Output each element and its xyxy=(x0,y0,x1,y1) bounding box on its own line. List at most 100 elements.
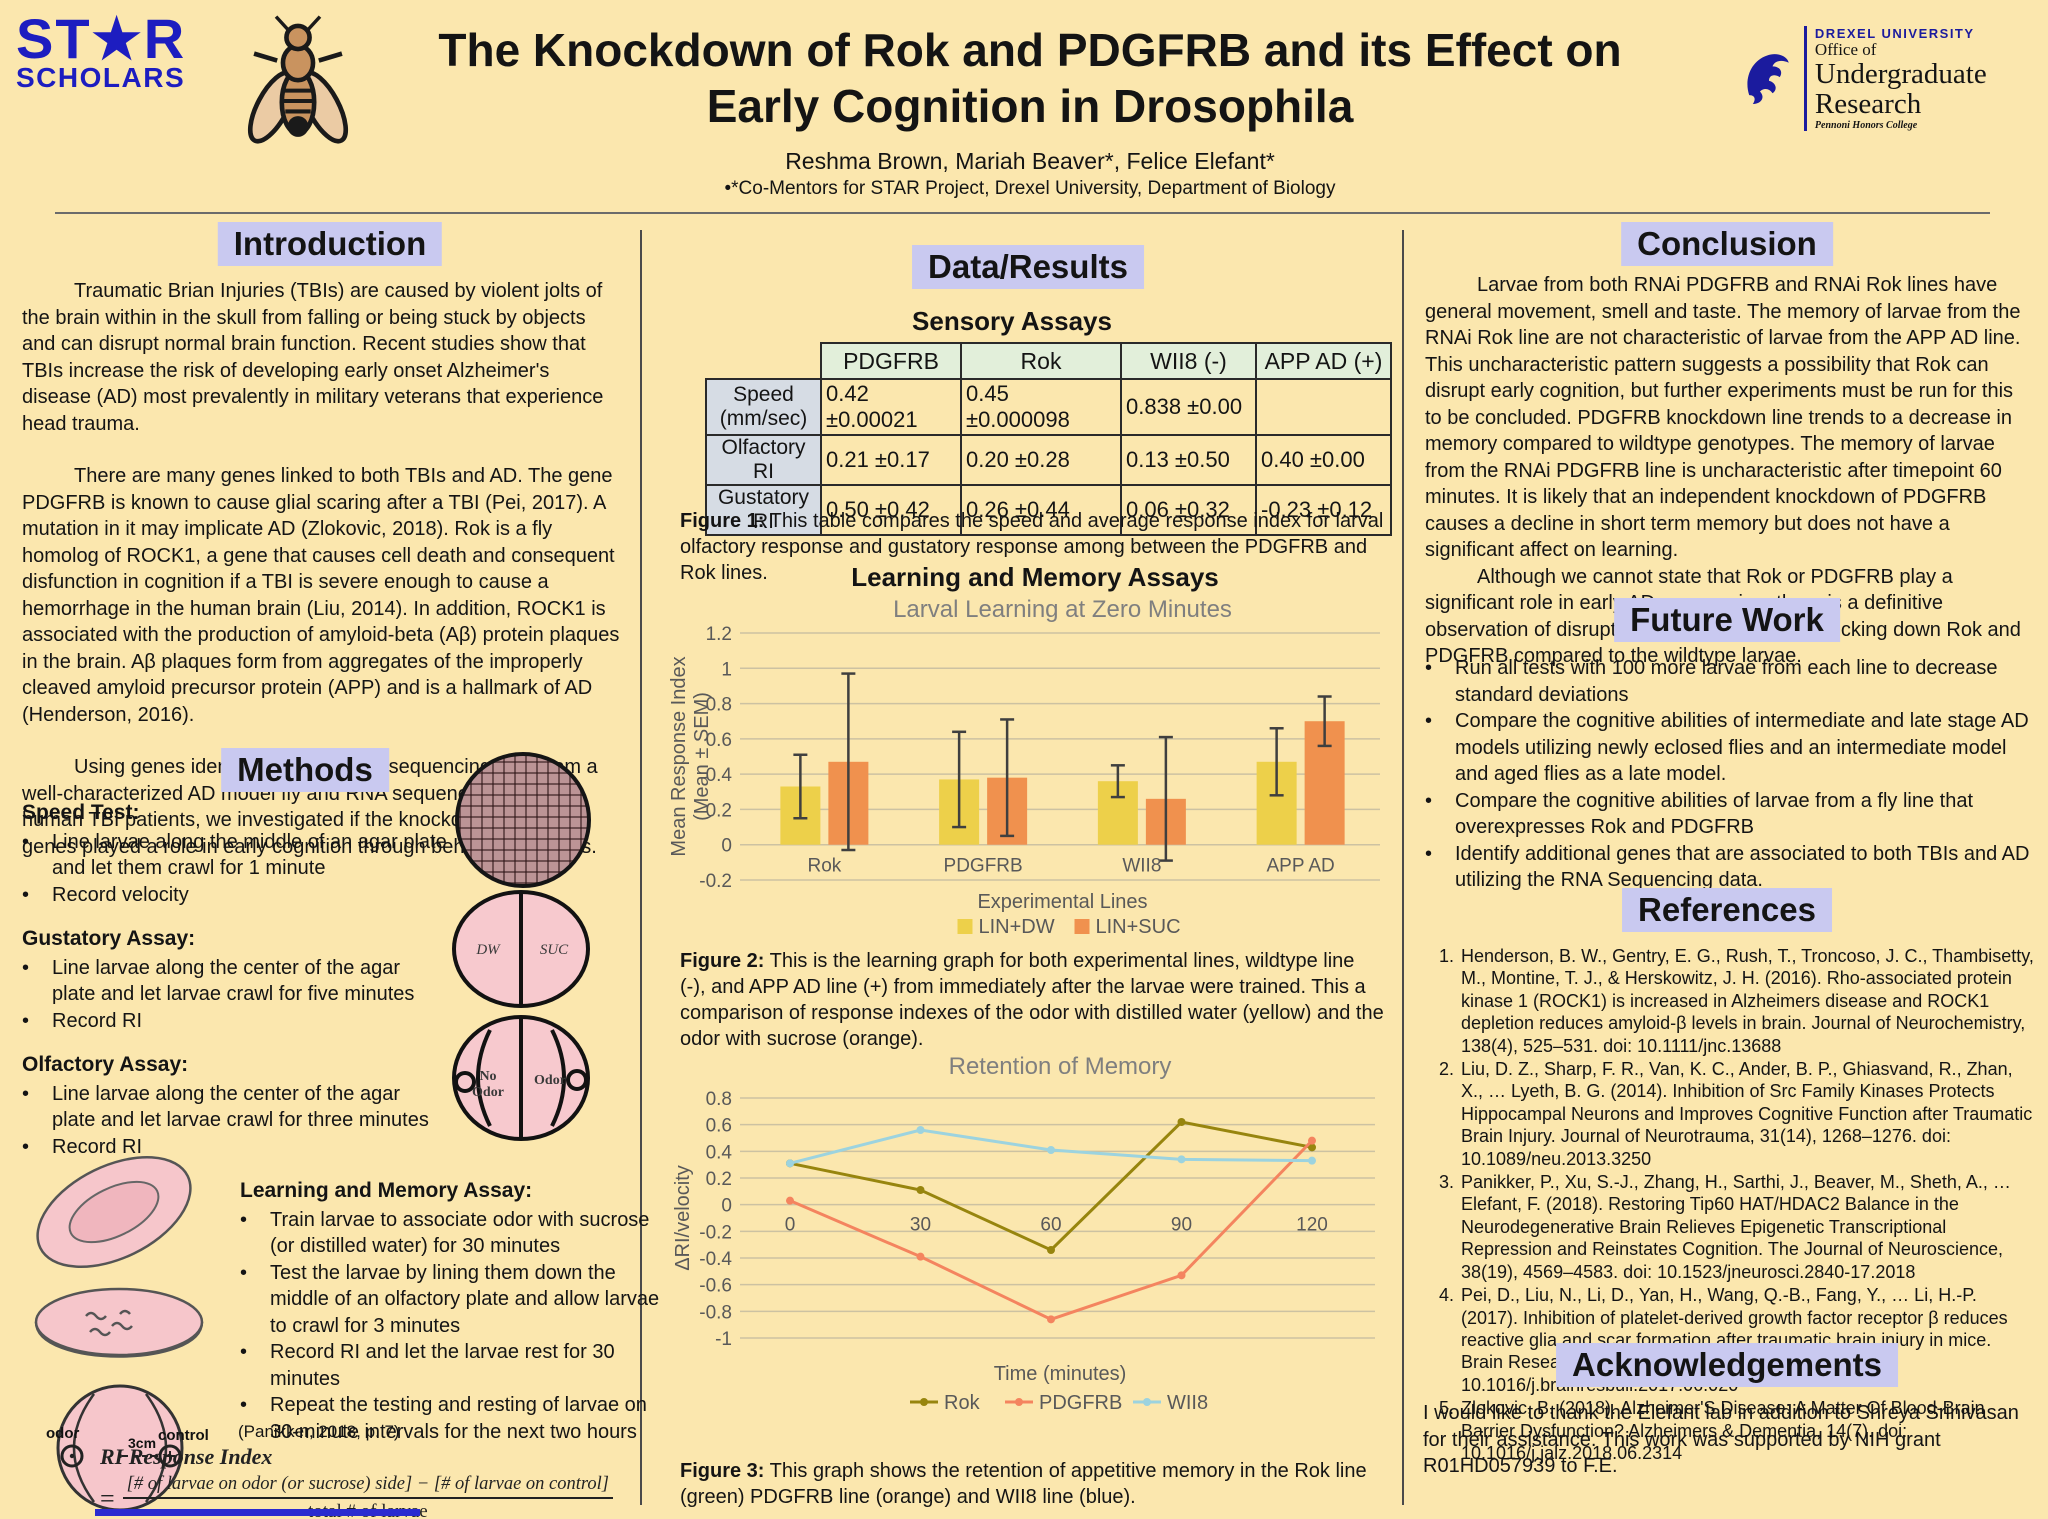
header-divider xyxy=(55,212,1990,214)
svg-text:1: 1 xyxy=(721,659,732,680)
introduction-p1: Traumatic Brian Injuries (TBIs) are caus… xyxy=(22,280,604,435)
agar-plate-grid-illustration xyxy=(455,752,591,888)
svg-text:-0.4: -0.4 xyxy=(699,1249,732,1270)
figure3-caption-label: Figure 3: xyxy=(680,1460,765,1482)
future-work-list: • Run all tests with 100 more larvae from… xyxy=(1425,655,2037,894)
formula-numerator: [# of larvae on odor (or sucrose) side] … xyxy=(122,1474,613,1499)
row-label-olfactory: Olfactory RI xyxy=(705,434,822,486)
cell-speed-rok: 0.45 ±0.000098 xyxy=(960,378,1122,436)
svg-text:1.2: 1.2 xyxy=(706,624,732,645)
svg-text:0.6: 0.6 xyxy=(706,1116,732,1137)
figure2-caption: Figure 2: This is the learning graph for… xyxy=(680,948,1385,1052)
legend-label-LIN+DW: LIN+DW xyxy=(979,916,1055,938)
figure3-caption-text: This graph shows the retention of appeti… xyxy=(680,1460,1367,1508)
authors: Reshma Brown, Mariah Beaver*, Felice Ele… xyxy=(785,148,1275,174)
poster-title-line1: The Knockdown of Rok and PDGFRB and its … xyxy=(438,24,1622,76)
acknowledgements-text: I would like to thank the Elefant lab in… xyxy=(1423,1400,2038,1480)
cell-olf-wii8: 0.13 ±0.50 xyxy=(1120,434,1257,486)
formula-equals: = xyxy=(100,1483,115,1513)
svg-text:-0.2: -0.2 xyxy=(699,1222,732,1243)
line-chart-title: Retention of Memory xyxy=(949,1053,1172,1080)
drexel-office-text: Office of xyxy=(1814,40,1877,59)
future-work-bullet-1: Run all tests with 100 more larvae from … xyxy=(1455,657,1998,706)
plate-label-suc: SUC xyxy=(540,942,569,958)
future-work-bullet-3: Compare the cognitive abilities of larva… xyxy=(1455,789,1974,839)
olfactory-bullet-2: Record RI xyxy=(52,1135,143,1158)
cell-gust-wii8: 0.06 ±0.32 xyxy=(1120,484,1257,536)
svg-text:0.2: 0.2 xyxy=(706,1169,732,1190)
table-row: Speed (mm/sec) 0.42 ±0.00021 0.45 ±0.000… xyxy=(705,378,1392,436)
gustatory-title: Gustatory Assay: xyxy=(22,927,196,950)
svg-text:Rok: Rok xyxy=(807,856,841,877)
gustatory-bullet-1: Line larvae along the center of the agar… xyxy=(52,956,415,1006)
plate-label-noodor-1: No xyxy=(479,1069,496,1084)
figure3-caption: Figure 3: This graph shows the retention… xyxy=(680,1458,1385,1510)
svg-text:-0.8: -0.8 xyxy=(699,1302,732,1323)
methods-heading: Methods xyxy=(221,748,389,792)
svg-text:APP AD: APP AD xyxy=(1266,856,1334,877)
cell-olf-appad: 0.40 ±0.00 xyxy=(1255,434,1392,486)
methods-text: Speed Test: • Line larvae along the middl… xyxy=(22,800,447,1160)
speed-bullet-2: Record velocity xyxy=(52,883,189,906)
svg-text:0.6: 0.6 xyxy=(706,730,732,751)
svg-text:0.2: 0.2 xyxy=(706,800,732,821)
plate-label-odor-lc: odor xyxy=(46,1425,79,1442)
plate-larvae-illustration xyxy=(34,1287,204,1358)
plate-label-odor: Odor xyxy=(534,1073,566,1088)
table-col-wii8: WII8 (-) xyxy=(1120,342,1257,380)
reference-3: Panikker, P., Xu, S.-J., Zhang, H., Sart… xyxy=(1459,1171,2037,1283)
cell-olf-rok: 0.20 ±0.28 xyxy=(960,434,1122,486)
poster-title: The Knockdown of Rok and PDGFRB and its … xyxy=(360,22,1700,134)
learning-assay-text: Learning and Memory Assay: • Train larvae… xyxy=(240,1178,660,1445)
svg-text:-1: -1 xyxy=(715,1329,732,1350)
conclusion-p1: Larvae from both RNAi PDGFRB and RNAi Ro… xyxy=(1425,274,2021,561)
figure2-caption-label: Figure 2: xyxy=(680,950,765,972)
cell-speed-pdgfrb: 0.42 ±0.00021 xyxy=(820,378,962,436)
plate-label-dw: DW xyxy=(475,942,501,958)
drexel-college-text: Pennoni Honors College xyxy=(1814,119,1918,131)
column-divider-left xyxy=(640,230,642,1505)
future-work-bullet-2: Compare the cognitive abilities of inter… xyxy=(1455,710,2029,785)
cell-gust-appad: -0.23 ±0.12 xyxy=(1255,484,1392,536)
reference-1: Henderson, B. W., Gentry, E. G., Rush, T… xyxy=(1459,945,2037,1057)
bar-chart-ylabel: Mean Response Index(Mean ± SEM) xyxy=(668,656,713,856)
svg-text:-0.2: -0.2 xyxy=(699,871,732,892)
legend-swatch-LIN+DW xyxy=(957,919,973,934)
learning-memory-assays-title: Learning and Memory Assays xyxy=(851,562,1219,592)
svg-text:0.4: 0.4 xyxy=(706,765,733,786)
introduction-text: Traumatic Brian Injuries (TBIs) are caus… xyxy=(22,278,620,860)
figure3-line-chart: 0.8 0.6 0.4 0.2 0 -0.2 -0.4 -0.6 -0.8 -1 0 30 60 90 12… xyxy=(665,1048,1395,1448)
learning-bullet-3: Record RI and let the larvae rest for 30… xyxy=(270,1341,615,1390)
star-scholars-logo: ST★R SCHOLARS xyxy=(16,7,187,92)
learning-bullet-4: Repeat the testing and resting of larvae… xyxy=(270,1394,647,1443)
speed-bullet-1: Line larvae along the middle of an agar … xyxy=(52,830,447,880)
panikker-citation: (Panikker, 2018, p. 7) xyxy=(238,1422,400,1441)
figure2-caption-text: This is the learning graph for both expe… xyxy=(680,950,1384,1050)
svg-text:-0.6: -0.6 xyxy=(699,1276,732,1297)
svg-text:120: 120 xyxy=(1296,1215,1328,1236)
ri-formula: RI Response Index = [# of larvae on odor… xyxy=(100,1444,613,1519)
figure2-bar-chart: 1.2 1 0.8 0.6 0.4 0.2 0 -0.2 Rok PDGFRB WII8 APP AD… xyxy=(665,595,1395,943)
introduction-p2: There are many genes linked to both TBIs… xyxy=(22,465,620,726)
conclusion-heading: Conclusion xyxy=(1621,222,1833,266)
plate-label-control: control xyxy=(158,1427,209,1444)
svg-text:PDGFRB: PDGFRB xyxy=(944,856,1023,877)
line-chart-xlabel: Time (minutes) xyxy=(994,1363,1127,1385)
line-chart-ylabel: ΔRI/velocity xyxy=(672,1165,694,1271)
bottom-blue-bar xyxy=(95,1509,420,1516)
gustatory-plate-illustration: DW SUC xyxy=(452,890,590,1008)
learning-bullet-2: Test the larvae by lining them down the … xyxy=(270,1261,660,1337)
svg-text:0.8: 0.8 xyxy=(706,695,732,716)
svg-text:90: 90 xyxy=(1171,1215,1192,1236)
cell-speed-wii8: 0.838 ±0.00 xyxy=(1120,378,1257,436)
sensory-assays-table: PDGFRB Rok WII8 (-) APP AD (+) Speed (mm… xyxy=(705,342,1392,536)
star-logo-line1: ST★R xyxy=(16,7,187,70)
formula-title: RI Response Index xyxy=(100,1444,273,1469)
svg-text:0.4: 0.4 xyxy=(706,1142,733,1163)
svg-text:30: 30 xyxy=(910,1215,931,1236)
figure1-caption: Figure 1: This table compares the speed … xyxy=(680,508,1385,586)
affiliation: •*Co-Mentors for STAR Project, Drexel Un… xyxy=(724,178,1336,199)
future-work-heading: Future Work xyxy=(1614,598,1840,642)
svg-text:60: 60 xyxy=(1040,1215,1061,1236)
